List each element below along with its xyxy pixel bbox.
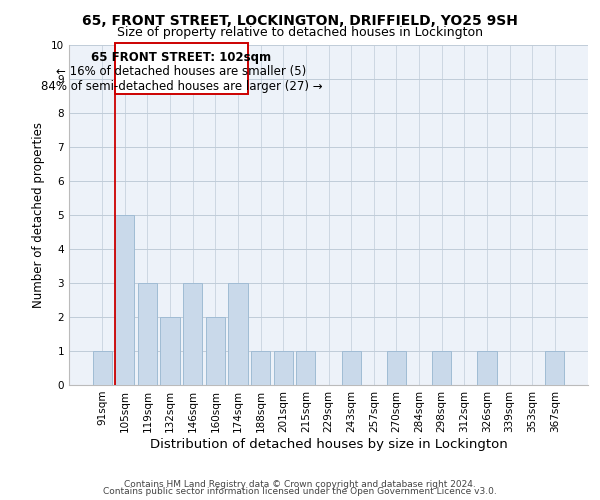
Bar	[206, 317, 225, 385]
Text: Contains HM Land Registry data © Crown copyright and database right 2024.: Contains HM Land Registry data © Crown c…	[124, 480, 476, 489]
Y-axis label: Number of detached properties: Number of detached properties	[32, 122, 46, 308]
Bar	[341, 351, 361, 385]
Text: 65 FRONT STREET: 102sqm: 65 FRONT STREET: 102sqm	[91, 51, 271, 64]
Text: Contains public sector information licensed under the Open Government Licence v3: Contains public sector information licen…	[103, 487, 497, 496]
Bar	[296, 351, 316, 385]
Bar	[138, 283, 157, 385]
Text: 84% of semi-detached houses are larger (27) →: 84% of semi-detached houses are larger (…	[41, 80, 322, 93]
Bar	[432, 351, 451, 385]
Text: 65, FRONT STREET, LOCKINGTON, DRIFFIELD, YO25 9SH: 65, FRONT STREET, LOCKINGTON, DRIFFIELD,…	[82, 14, 518, 28]
Bar	[274, 351, 293, 385]
Text: ← 16% of detached houses are smaller (5): ← 16% of detached houses are smaller (5)	[56, 66, 307, 78]
Bar	[115, 215, 134, 385]
Bar	[183, 283, 202, 385]
Bar	[477, 351, 497, 385]
FancyBboxPatch shape	[115, 44, 248, 94]
Bar	[92, 351, 112, 385]
Bar	[545, 351, 565, 385]
Bar	[160, 317, 180, 385]
Bar	[251, 351, 270, 385]
Text: Size of property relative to detached houses in Lockington: Size of property relative to detached ho…	[117, 26, 483, 39]
Bar	[387, 351, 406, 385]
X-axis label: Distribution of detached houses by size in Lockington: Distribution of detached houses by size …	[149, 438, 508, 450]
Bar	[229, 283, 248, 385]
